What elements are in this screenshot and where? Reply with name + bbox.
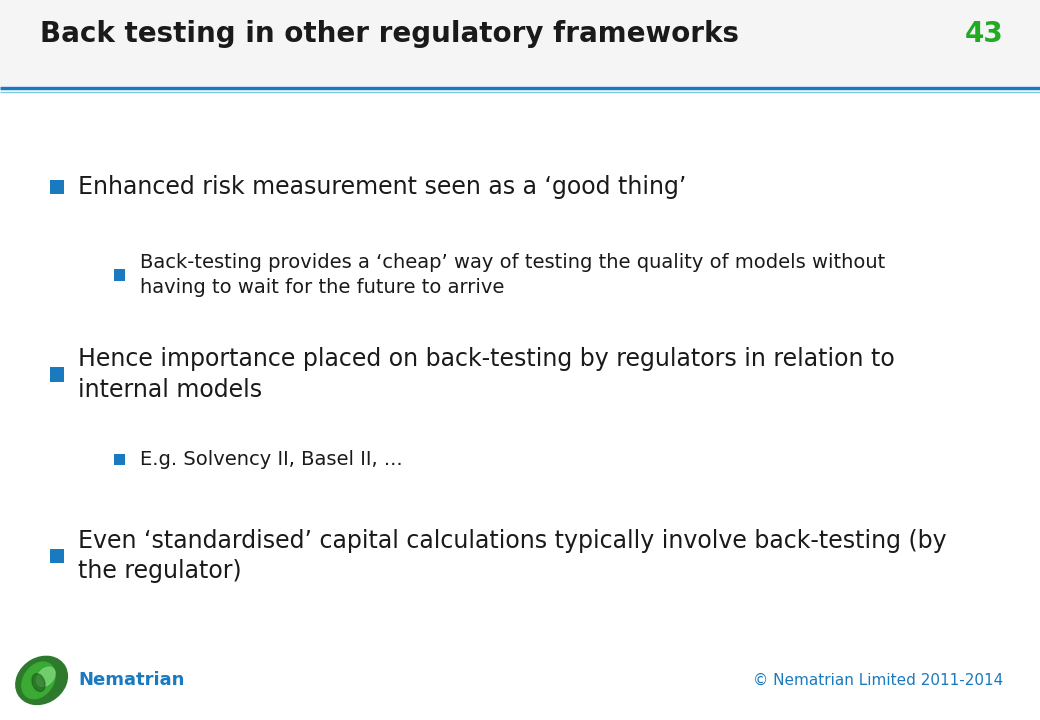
Text: E.g. Solvency II, Basel II, ...: E.g. Solvency II, Basel II, ... <box>140 450 404 469</box>
Bar <box>114 269 125 281</box>
Text: Even ‘standardised’ capital calculations typically involve back-testing (by
the : Even ‘standardised’ capital calculations… <box>78 528 946 583</box>
Ellipse shape <box>16 657 68 704</box>
Ellipse shape <box>36 667 55 686</box>
Bar <box>51 367 64 382</box>
Text: 43: 43 <box>965 20 1004 48</box>
Text: Hence importance placed on back-testing by regulators in relation to
internal mo: Hence importance placed on back-testing … <box>78 347 894 402</box>
Bar <box>114 454 125 465</box>
Ellipse shape <box>32 674 45 691</box>
Text: Enhanced risk measurement seen as a ‘good thing’: Enhanced risk measurement seen as a ‘goo… <box>78 175 686 199</box>
Text: Nematrian: Nematrian <box>78 671 184 690</box>
Bar <box>51 180 64 194</box>
Bar <box>51 549 64 563</box>
Text: © Nematrian Limited 2011-2014: © Nematrian Limited 2011-2014 <box>753 673 1004 688</box>
Ellipse shape <box>22 662 55 698</box>
Text: Back-testing provides a ‘cheap’ way of testing the quality of models without
hav: Back-testing provides a ‘cheap’ way of t… <box>140 253 886 297</box>
Bar <box>0 0 1040 86</box>
Text: Back testing in other regulatory frameworks: Back testing in other regulatory framewo… <box>40 20 738 48</box>
